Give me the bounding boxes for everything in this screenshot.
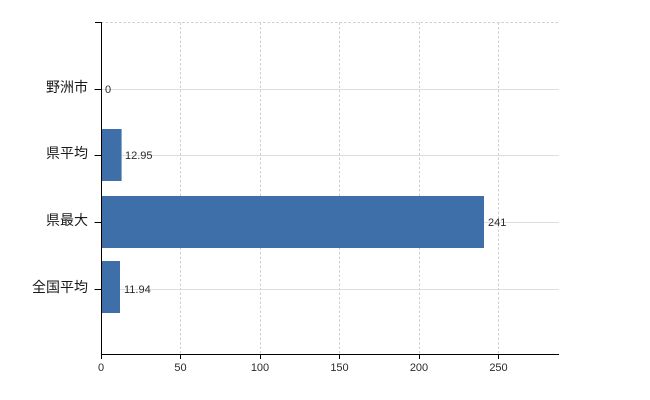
svg-text:200: 200	[410, 362, 428, 374]
svg-text:11.94: 11.94	[124, 284, 151, 296]
svg-text:野洲市: 野洲市	[46, 77, 88, 97]
svg-text:250: 250	[489, 362, 507, 374]
svg-text:50: 50	[174, 362, 186, 374]
svg-text:0: 0	[98, 362, 104, 374]
svg-text:100: 100	[251, 362, 269, 374]
svg-text:県平均: 県平均	[46, 143, 88, 163]
svg-text:全国平均: 全国平均	[32, 277, 88, 297]
svg-text:12.95: 12.95	[125, 150, 153, 162]
svg-text:0: 0	[105, 84, 111, 96]
svg-text:241: 241	[488, 217, 506, 229]
svg-text:150: 150	[330, 362, 348, 374]
svg-text:県最大: 県最大	[46, 210, 88, 230]
